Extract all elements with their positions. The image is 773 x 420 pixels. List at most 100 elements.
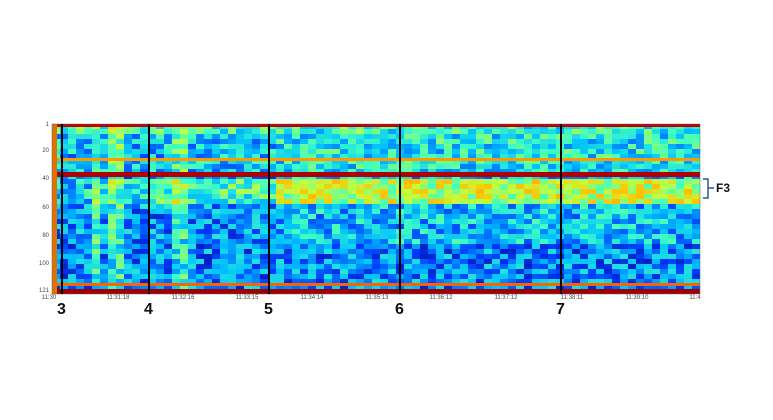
heat-cell	[636, 179, 644, 184]
heat-cell	[604, 134, 612, 139]
heat-cell	[404, 209, 412, 214]
heat-cell	[484, 209, 492, 214]
heat-cell	[108, 244, 116, 249]
heat-cell	[188, 224, 196, 229]
heat-cell	[156, 164, 164, 169]
heat-cell	[572, 169, 580, 174]
heat-cell	[196, 249, 204, 254]
heat-cell	[372, 134, 380, 139]
heat-cell	[212, 214, 220, 219]
heat-cell	[636, 219, 644, 224]
heat-cell	[276, 154, 284, 159]
heat-cell	[580, 249, 588, 254]
heat-cell	[332, 224, 340, 229]
heat-cell	[684, 194, 692, 199]
heat-cell	[236, 244, 244, 249]
heat-cell	[276, 234, 284, 239]
heat-cell	[460, 149, 468, 154]
heat-cell	[412, 129, 420, 134]
heat-cell	[412, 254, 420, 259]
heat-cell	[260, 194, 268, 199]
heat-cell	[452, 204, 460, 209]
heat-cell	[380, 244, 388, 249]
heat-cell	[460, 209, 468, 214]
heat-cell	[444, 199, 452, 204]
heat-cell	[236, 159, 244, 164]
heat-cell	[444, 164, 452, 169]
heat-cell	[196, 199, 204, 204]
heat-cell	[620, 264, 628, 269]
heat-cell	[524, 239, 532, 244]
heat-cell	[92, 179, 100, 184]
heat-cell	[388, 224, 396, 229]
heat-cell	[100, 179, 108, 184]
heat-cell	[468, 194, 476, 199]
heat-cell	[300, 149, 308, 154]
heat-cell	[532, 269, 540, 274]
heat-cell	[100, 229, 108, 234]
heat-cell	[692, 269, 700, 274]
heat-cell	[164, 234, 172, 239]
heat-cell	[388, 149, 396, 154]
heat-cell	[372, 229, 380, 234]
heat-cell	[652, 169, 660, 174]
heat-cell	[84, 189, 92, 194]
heat-cell	[92, 129, 100, 134]
heat-cell	[380, 199, 388, 204]
heat-cell	[220, 159, 228, 164]
heat-cell	[292, 284, 300, 289]
heat-cell	[252, 154, 260, 159]
heat-cell	[332, 154, 340, 159]
heat-cell	[92, 164, 100, 169]
heat-cell	[300, 264, 308, 269]
heat-cell	[404, 189, 412, 194]
x-tick-label: 11:32:16	[172, 295, 196, 301]
heat-cell	[484, 144, 492, 149]
heat-cell	[636, 234, 644, 239]
heat-cell	[308, 254, 316, 259]
heat-cell	[692, 274, 700, 279]
heat-cell	[500, 234, 508, 239]
heat-cell	[188, 249, 196, 254]
heat-cell	[204, 234, 212, 239]
heat-cell	[220, 214, 228, 219]
heat-cell	[284, 184, 292, 189]
heat-cell	[612, 159, 620, 164]
heat-cell	[60, 269, 68, 274]
heat-cell	[68, 199, 76, 204]
heat-cell	[356, 204, 364, 209]
heat-cell	[676, 254, 684, 259]
heat-cell	[620, 229, 628, 234]
heat-cell	[364, 154, 372, 159]
heat-cell	[212, 264, 220, 269]
heat-cell	[124, 169, 132, 174]
heat-cell	[620, 284, 628, 289]
heat-cell	[372, 184, 380, 189]
heat-cell	[652, 129, 660, 134]
heat-cell	[196, 229, 204, 234]
heat-cell	[308, 199, 316, 204]
heat-cell	[332, 179, 340, 184]
heat-cell	[388, 164, 396, 169]
heat-cell	[372, 194, 380, 199]
heat-cell	[476, 239, 484, 244]
heat-cell	[180, 184, 188, 189]
heat-cell	[268, 249, 276, 254]
heat-cell	[580, 279, 588, 284]
heat-cell	[628, 169, 636, 174]
heat-cell	[276, 164, 284, 169]
heat-cell	[268, 274, 276, 279]
heat-cell	[524, 144, 532, 149]
heat-cell	[612, 234, 620, 239]
heat-cell	[236, 169, 244, 174]
heat-cell	[484, 269, 492, 274]
heat-cell	[660, 244, 668, 249]
heat-cell	[404, 239, 412, 244]
heat-cell	[564, 279, 572, 284]
heat-cell	[324, 264, 332, 269]
heat-cell	[148, 144, 156, 149]
heat-cell	[364, 219, 372, 224]
heat-cell	[612, 154, 620, 159]
heat-cell	[188, 244, 196, 249]
heat-cell	[108, 164, 116, 169]
